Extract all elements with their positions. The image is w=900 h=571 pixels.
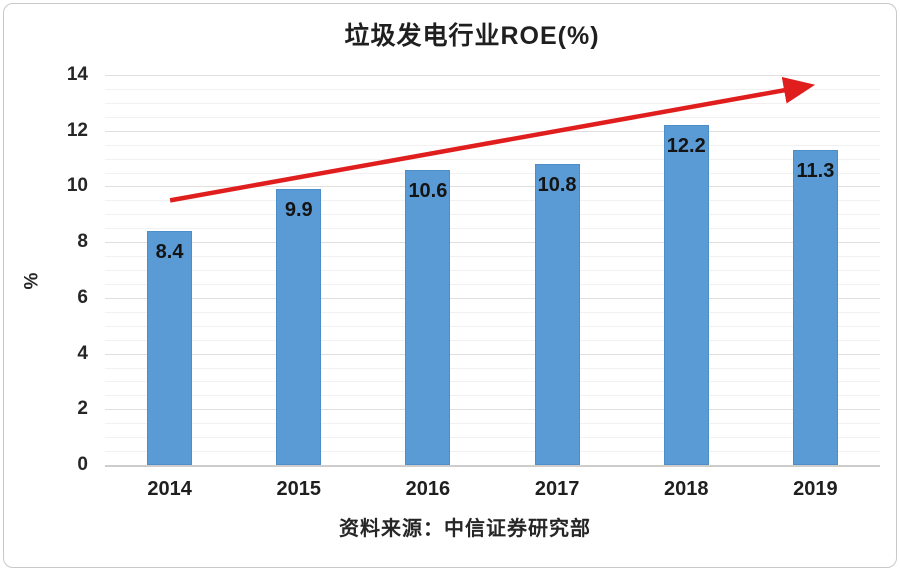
gridline: [105, 256, 880, 258]
gridline: [105, 381, 880, 383]
gridline: [105, 144, 880, 146]
gridline: [105, 102, 880, 104]
y-axis-title: %: [21, 272, 43, 290]
gridline: [105, 172, 880, 174]
bar-2014: [147, 231, 193, 465]
gridline: [105, 283, 880, 285]
x-axis-label: 2015: [276, 478, 322, 500]
x-axis-label: 2014: [147, 478, 192, 500]
gridline: [105, 242, 880, 244]
gridline: [105, 214, 880, 216]
bar-2019: [792, 150, 838, 465]
source-note: 资料来源：中信证券研究部: [339, 518, 591, 540]
bar-value-label: 12.2: [666, 135, 706, 158]
gridline: [105, 325, 880, 327]
gridline: [105, 437, 880, 439]
gridline: [105, 311, 880, 313]
y-tick-label: 0: [77, 454, 88, 475]
x-axis-label: 2019: [793, 478, 838, 500]
x-axis-line: [105, 465, 880, 467]
gridline: [105, 367, 880, 369]
y-tick-label: 2: [77, 398, 88, 420]
y-tick-label: 6: [77, 286, 88, 308]
bar-value-label: 11.3: [796, 160, 835, 183]
gridline: [105, 158, 880, 160]
x-axis-label: 2017: [534, 478, 580, 500]
gridline: [105, 75, 880, 76]
gridline: [105, 395, 880, 397]
gridline: [105, 130, 880, 132]
chart-title: 垃圾发电行业ROE(%): [344, 22, 600, 50]
y-tick-label: 10: [66, 175, 88, 197]
y-tick-label: 12: [66, 119, 88, 141]
y-tick-label: 4: [77, 342, 88, 364]
gridline: [105, 409, 880, 411]
y-tick-label: 14: [66, 64, 88, 85]
bar-2015: [276, 189, 322, 465]
bar-value-label: 8.4: [155, 241, 184, 263]
gridline: [105, 88, 880, 90]
x-axis-label: 2018: [664, 478, 709, 500]
gridline: [105, 186, 880, 188]
bar-2017: [534, 164, 580, 465]
gridline: [105, 200, 880, 202]
gridline: [105, 116, 880, 118]
bar-2016: [405, 169, 451, 465]
x-axis-label: 2016: [405, 478, 451, 500]
gridline: [105, 353, 880, 355]
gridline: [105, 270, 880, 271]
gridline: [105, 339, 880, 341]
bar-value-label: 9.9: [284, 199, 313, 222]
y-tick-label: 8: [77, 231, 88, 253]
gridline: [105, 228, 880, 230]
bar-value-label: 10.6: [408, 179, 448, 202]
bar-value-label: 10.8: [537, 174, 577, 197]
gridline: [105, 423, 880, 425]
gridline: [105, 451, 880, 453]
bar-2018: [663, 125, 709, 465]
gridline: [105, 297, 880, 299]
